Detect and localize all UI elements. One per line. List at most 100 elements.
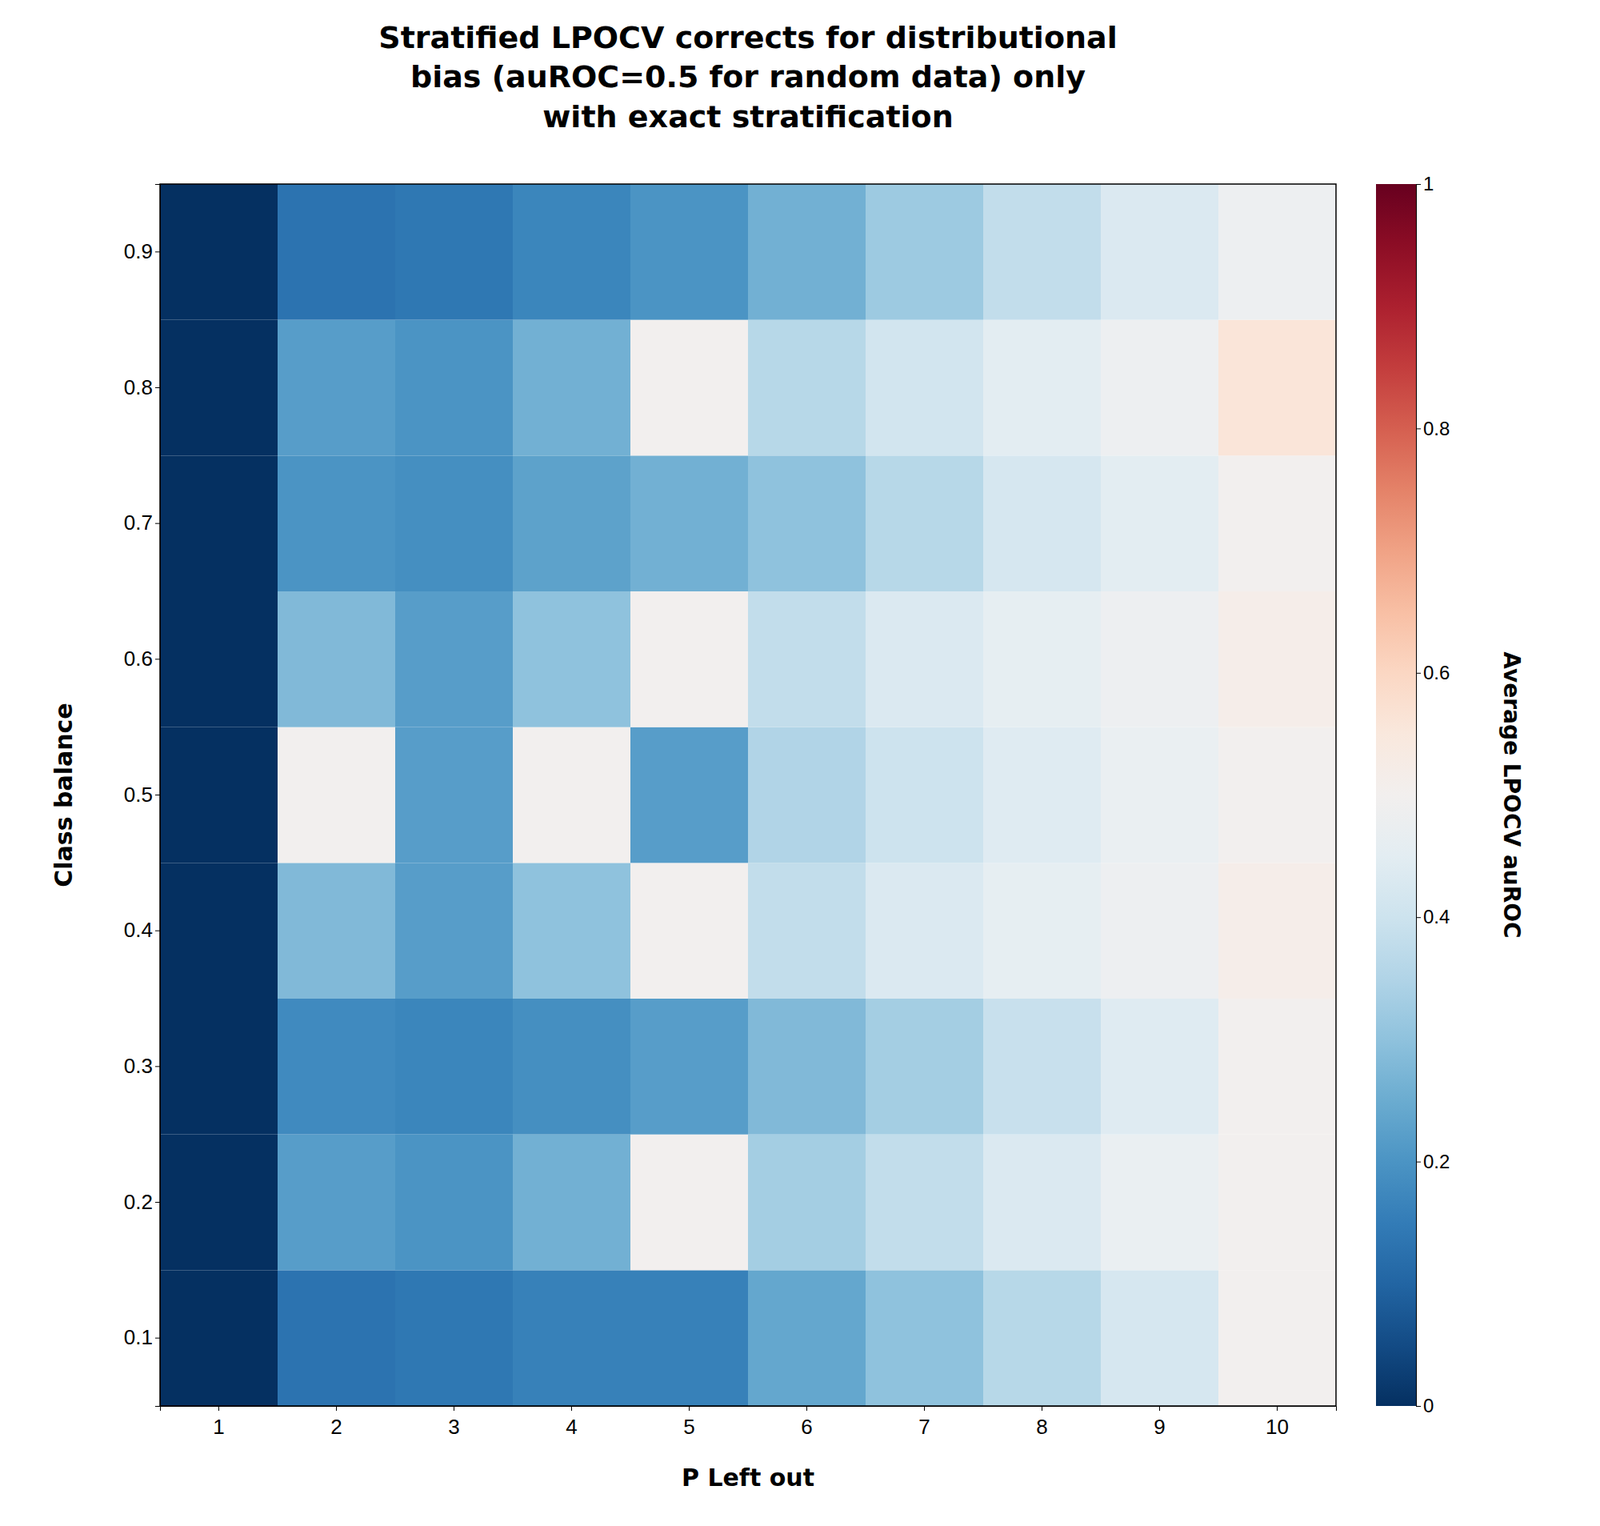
heatmap-cell <box>395 998 513 1135</box>
heatmap-cell <box>865 320 984 456</box>
colorbar-tick-mark <box>1416 672 1421 674</box>
heatmap-cell <box>395 727 513 864</box>
heatmap-cell <box>630 1134 748 1271</box>
heatmap-cell <box>277 1134 396 1271</box>
x-axis: 12345678910 <box>160 1405 1337 1439</box>
heatmap-cell <box>865 727 984 864</box>
x-tick-label: 10 <box>1265 1414 1289 1439</box>
heatmap-cell <box>865 455 984 592</box>
heatmap-cell <box>865 862 984 999</box>
heatmap-cell <box>630 727 748 864</box>
heatmap-cell <box>395 862 513 999</box>
heatmap-cell <box>277 591 396 728</box>
heatmap-cell <box>865 1134 984 1271</box>
colorbar-tick-mark <box>1416 1161 1421 1163</box>
x-tick-label: 1 <box>212 1414 224 1439</box>
y-axis-line <box>155 184 161 1407</box>
heatmap-cell <box>277 862 396 999</box>
heatmap-cell <box>630 862 748 999</box>
y-tick-mark <box>155 523 160 524</box>
x-tick: 4 <box>565 1405 577 1439</box>
heatmap-cell <box>277 455 396 592</box>
heatmap-cell <box>1100 1134 1219 1271</box>
heatmap-cell <box>1100 727 1219 864</box>
x-tick-label: 4 <box>565 1414 577 1439</box>
y-tick-label: 0.5 <box>124 782 153 807</box>
colorbar-tick: 1 <box>1416 172 1434 195</box>
y-tick-mark <box>155 794 160 796</box>
colorbar-tick-label: 0.6 <box>1423 661 1450 684</box>
plot-frame <box>160 184 1336 1406</box>
colorbar-tick: 0.8 <box>1416 417 1450 440</box>
heatmap-cell <box>1100 591 1219 728</box>
x-tick-label: 6 <box>800 1414 812 1439</box>
colorbar-axis-line <box>1416 184 1422 1407</box>
heatmap-cell <box>748 320 866 456</box>
heatmap-cell <box>1218 998 1336 1135</box>
colorbar-tick-label: 0.2 <box>1423 1150 1450 1172</box>
y-tick: 0.9 <box>124 239 160 264</box>
y-tick-label: 0.2 <box>124 1189 153 1214</box>
x-tick-mark <box>1159 1405 1160 1411</box>
heatmap-cell <box>1218 320 1336 456</box>
heatmap-cell <box>512 727 631 864</box>
x-tick-label: 8 <box>1036 1414 1048 1439</box>
heatmap-cell <box>512 862 631 999</box>
colorbar-tick: 0.4 <box>1416 905 1450 928</box>
heatmap-cell <box>160 455 278 592</box>
heatmap-cell <box>512 1134 631 1271</box>
x-tick: 9 <box>1153 1405 1165 1439</box>
heatmap-cell <box>512 320 631 456</box>
x-tick-mark <box>453 1405 455 1411</box>
x-axis-title: P Left out <box>681 1463 815 1492</box>
y-tick-mark <box>155 1201 160 1203</box>
heatmap-cell <box>395 184 513 320</box>
y-tick: 0.5 <box>124 782 160 807</box>
heatmap-cell <box>1100 998 1219 1135</box>
heatmap-cell <box>630 455 748 592</box>
heatmap-cell <box>748 184 866 320</box>
colorbar-gradient <box>1376 184 1416 1406</box>
colorbar-tick-label: 0.8 <box>1423 417 1450 440</box>
y-tick: 0.6 <box>124 646 160 671</box>
x-tick-label: 5 <box>683 1414 695 1439</box>
x-tick: 10 <box>1265 1405 1289 1439</box>
y-tick: 0.4 <box>124 917 160 942</box>
y-axis: 0.10.20.30.40.50.60.70.80.9 <box>124 184 161 1407</box>
y-tick-mark <box>155 251 160 252</box>
x-tick: 5 <box>683 1405 695 1439</box>
x-tick: 2 <box>330 1405 342 1439</box>
heatmap-cell <box>1100 455 1219 592</box>
y-tick-mark <box>155 1065 160 1067</box>
x-tick-mark <box>218 1405 220 1411</box>
heatmap-cell <box>160 1134 278 1271</box>
x-tick: 1 <box>212 1405 224 1439</box>
heatmap-cell <box>1218 591 1336 728</box>
y-tick-label: 0.4 <box>124 917 153 942</box>
heatmap-cell <box>160 1269 278 1406</box>
colorbar-tick-mark <box>1416 1405 1421 1407</box>
colorbar-tick-mark <box>1416 184 1421 185</box>
heatmap-cell <box>983 320 1101 456</box>
heatmap-cell <box>1100 1269 1219 1406</box>
heatmap-cell <box>1218 1269 1336 1406</box>
heatmap-cell <box>748 1134 866 1271</box>
heatmap-cell <box>512 1269 631 1406</box>
x-tick-mark <box>688 1405 690 1411</box>
plot-area: 123456789100.10.20.30.40.50.60.70.80.9 <box>124 184 1337 1439</box>
heatmap-cell <box>748 998 866 1135</box>
y-tick-label: 0.9 <box>124 239 153 264</box>
heatmap-cell <box>395 591 513 728</box>
heatmap-cell <box>512 591 631 728</box>
heatmap-cell <box>630 998 748 1135</box>
x-axis-line <box>160 1406 1337 1412</box>
heatmap-cell <box>395 1269 513 1406</box>
x-tick: 7 <box>918 1405 930 1439</box>
heatmap-cell <box>1218 862 1336 999</box>
heatmap-cell <box>748 455 866 592</box>
heatmap-cell <box>160 591 278 728</box>
heatmap-cell <box>277 320 396 456</box>
heatmap-cell <box>630 320 748 456</box>
heatmap-cell <box>983 1134 1101 1271</box>
heatmap-cell <box>160 998 278 1135</box>
